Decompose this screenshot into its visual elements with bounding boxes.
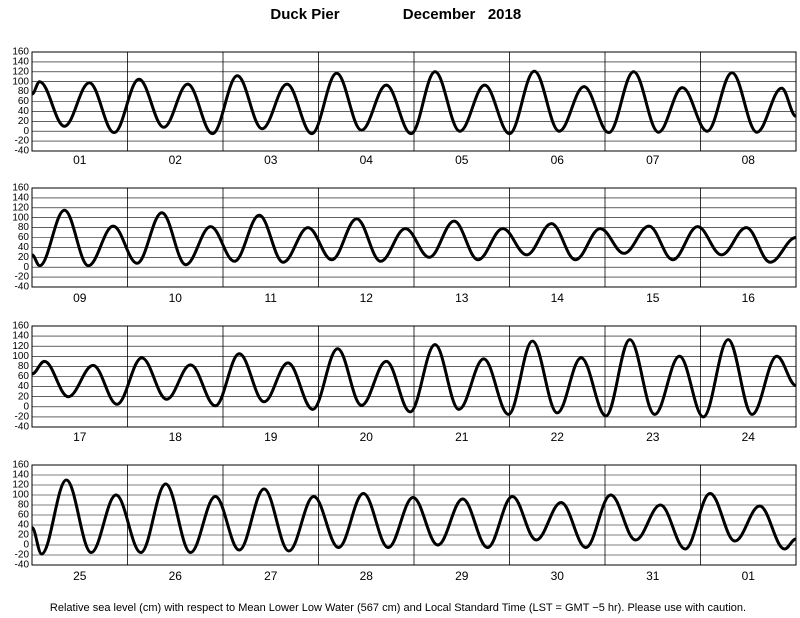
day-label: 07: [646, 153, 660, 167]
day-label: 08: [742, 153, 756, 167]
y-tick-label: 120: [12, 341, 29, 352]
day-label: 25: [73, 569, 87, 583]
y-tick-label: 120: [12, 480, 29, 491]
y-tick-label: 80: [18, 222, 30, 233]
y-tick-label: -40: [15, 422, 30, 433]
y-tick-label: 100: [12, 76, 29, 87]
y-tick-label: 160: [12, 460, 29, 471]
period-title: December 2018: [403, 6, 521, 23]
day-label: 15: [646, 291, 660, 305]
day-label: 05: [455, 153, 469, 167]
day-label: 29: [455, 569, 469, 583]
day-label: 01: [73, 153, 87, 167]
y-tick-label: 20: [18, 530, 30, 541]
plot-frame: [31, 325, 797, 428]
y-tick-label: 120: [12, 66, 29, 77]
day-label: 06: [551, 153, 565, 167]
y-tick-label: 120: [12, 202, 29, 213]
day-label: 30: [551, 569, 565, 583]
y-tick-label: 140: [12, 193, 29, 204]
y-tick-label: 0: [23, 401, 29, 412]
y-tick-label: 100: [12, 490, 29, 501]
y-tick-label: 140: [12, 470, 29, 481]
y-tick-label: 80: [18, 500, 30, 511]
y-tick-label: 0: [23, 262, 29, 273]
day-label: 24: [742, 430, 756, 444]
footnote: Relative sea level (cm) with respect to …: [50, 602, 746, 614]
day-label: 13: [455, 291, 469, 305]
tide-curve: [31, 69, 797, 136]
day-label: 12: [360, 291, 374, 305]
day-label: 11: [265, 291, 278, 305]
y-tick-label: -20: [15, 136, 30, 147]
y-tick-label: 100: [12, 351, 29, 362]
day-label: 19: [264, 430, 278, 444]
day-label: 18: [169, 430, 183, 444]
day-label: 02: [169, 153, 183, 167]
y-tick-label: 160: [12, 183, 29, 194]
y-tick-label: -20: [15, 412, 30, 423]
y-tick-label: 160: [12, 321, 29, 332]
y-tick-label: 140: [12, 57, 29, 68]
plot-frame: [31, 464, 797, 566]
y-tick-label: -20: [15, 272, 30, 283]
y-tick-label: 140: [12, 331, 29, 342]
day-label: 10: [169, 291, 183, 305]
y-tick-label: -40: [15, 560, 30, 571]
tide-curve: [31, 338, 797, 419]
y-tick-label: 60: [18, 96, 30, 107]
y-tick-label: 0: [23, 540, 29, 551]
day-label: 20: [360, 430, 374, 444]
day-label: 31: [646, 569, 660, 583]
day-label: 21: [455, 430, 469, 444]
day-label: 04: [360, 153, 374, 167]
plot-frame: [31, 51, 797, 152]
y-tick-label: 40: [18, 242, 30, 253]
day-label: 27: [264, 569, 278, 583]
station-title: Duck Pier: [270, 6, 339, 23]
day-label: 22: [551, 430, 565, 444]
day-label: 16: [742, 291, 756, 305]
y-tick-label: 100: [12, 212, 29, 223]
tide-curve: [30, 478, 797, 556]
y-tick-label: -20: [15, 550, 30, 561]
day-label: 17: [73, 430, 87, 444]
y-tick-label: 80: [18, 361, 30, 372]
y-tick-label: 160: [12, 47, 29, 58]
tide-curve: [31, 208, 797, 268]
y-tick-label: 20: [18, 252, 30, 263]
y-tick-label: 40: [18, 381, 30, 392]
y-tick-label: 0: [23, 126, 29, 137]
day-label: 26: [169, 569, 183, 583]
y-tick-label: -40: [15, 282, 30, 293]
day-label: 01: [742, 569, 756, 583]
day-label: 09: [73, 291, 87, 305]
y-tick-label: 80: [18, 86, 30, 97]
day-label: 03: [264, 153, 278, 167]
y-tick-label: -40: [15, 146, 30, 157]
y-tick-label: 20: [18, 391, 30, 402]
day-label: 28: [360, 569, 374, 583]
y-tick-label: 20: [18, 116, 30, 127]
day-label: 14: [551, 291, 565, 305]
y-tick-label: 60: [18, 232, 30, 243]
y-tick-label: 40: [18, 106, 30, 117]
y-tick-label: 60: [18, 371, 30, 382]
y-tick-label: 40: [18, 520, 30, 531]
day-label: 23: [646, 430, 660, 444]
y-tick-label: 60: [18, 510, 30, 521]
